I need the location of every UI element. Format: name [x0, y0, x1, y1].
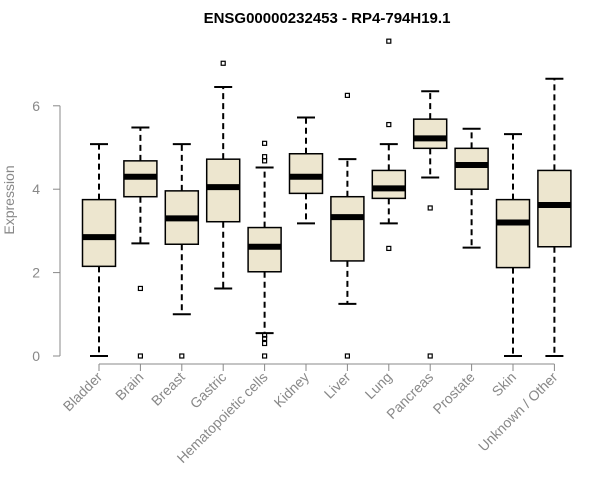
outlier-point	[386, 245, 392, 252]
x-tick-label: Kidney	[271, 369, 313, 411]
outlier-point	[262, 140, 268, 146]
box-liver	[330, 92, 365, 359]
box-gastric	[205, 60, 241, 290]
x-tick-label: Brain	[112, 369, 146, 403]
iqr-box	[537, 169, 572, 248]
y-axis: 0 2 4 6	[32, 98, 61, 364]
box-prostate	[454, 127, 489, 249]
chart-title: ENSG00000232453 - RP4-794H19.1	[204, 10, 451, 27]
x-tick-label: Unknown / Other	[475, 369, 561, 455]
box-skin	[495, 133, 531, 357]
iqr-box	[288, 153, 324, 195]
iqr-box	[205, 158, 241, 223]
y-tick-label: 4	[32, 181, 40, 197]
iqr-box	[412, 118, 448, 150]
box-lung	[371, 38, 407, 252]
x-tick-label: Skin	[489, 369, 520, 400]
box-bladder	[81, 143, 117, 357]
y-tick-label: 2	[32, 265, 40, 281]
outlier-point	[344, 353, 350, 359]
iqr-box	[81, 198, 117, 268]
outlier-point	[262, 340, 268, 347]
outlier-point	[220, 60, 226, 66]
outlier-point	[262, 154, 268, 160]
outlier-point	[179, 353, 185, 359]
box-breast	[164, 143, 200, 359]
y-tick-label: 0	[32, 348, 40, 364]
outlier-point	[344, 92, 350, 98]
outlier-point	[262, 332, 268, 338]
outlier-point	[386, 121, 392, 128]
outlier-point	[262, 353, 268, 359]
iqr-box	[330, 195, 365, 262]
x-tick-label: Prostate	[430, 369, 478, 417]
box-pancreas	[412, 90, 448, 359]
box-hematopoietic-cells	[247, 140, 282, 359]
outlier-point	[137, 353, 143, 359]
outlier-point	[427, 353, 433, 359]
outlier-point	[427, 205, 433, 211]
y-axis-label: Expression	[1, 165, 17, 234]
box-brain	[123, 126, 158, 359]
iqr-box	[495, 198, 531, 269]
x-tick-label: Lung	[362, 369, 395, 402]
outlier-point	[137, 285, 143, 292]
x-tick-label: Breast	[148, 369, 188, 409]
x-tick-label: Bladder	[60, 369, 106, 415]
box-unknown-other	[537, 77, 572, 357]
x-tick-label: Liver	[321, 369, 354, 402]
y-tick-label: 6	[32, 98, 40, 114]
box-series	[81, 38, 572, 359]
outlier-point	[262, 158, 268, 164]
iqr-box	[371, 169, 407, 200]
box-kidney	[288, 116, 324, 225]
outlier-point	[386, 38, 392, 44]
outlier-point	[262, 335, 268, 342]
iqr-box	[454, 147, 489, 190]
